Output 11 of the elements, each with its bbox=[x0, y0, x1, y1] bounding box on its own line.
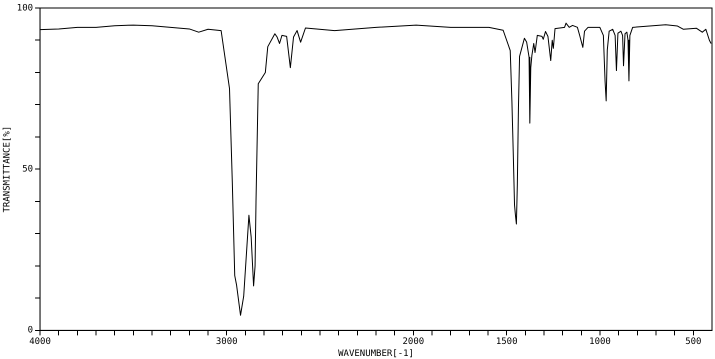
y-tick-label: 50 bbox=[22, 164, 34, 175]
y-tick-label: 100 bbox=[16, 3, 34, 14]
y-tick-label: 0 bbox=[28, 326, 34, 336]
x-tick-label: 500 bbox=[685, 337, 702, 348]
y-axis-title: TRANSMITTANCE[%] bbox=[2, 126, 13, 213]
x-tick-label: 2000 bbox=[402, 337, 424, 348]
x-axis-title: WAVENUMBER[-1] bbox=[338, 348, 414, 359]
x-tick-label: 3000 bbox=[216, 337, 238, 348]
x-tick-label: 1500 bbox=[496, 337, 518, 348]
x-tick-label: 1000 bbox=[589, 337, 611, 348]
x-tick-label: 4000 bbox=[29, 337, 51, 348]
